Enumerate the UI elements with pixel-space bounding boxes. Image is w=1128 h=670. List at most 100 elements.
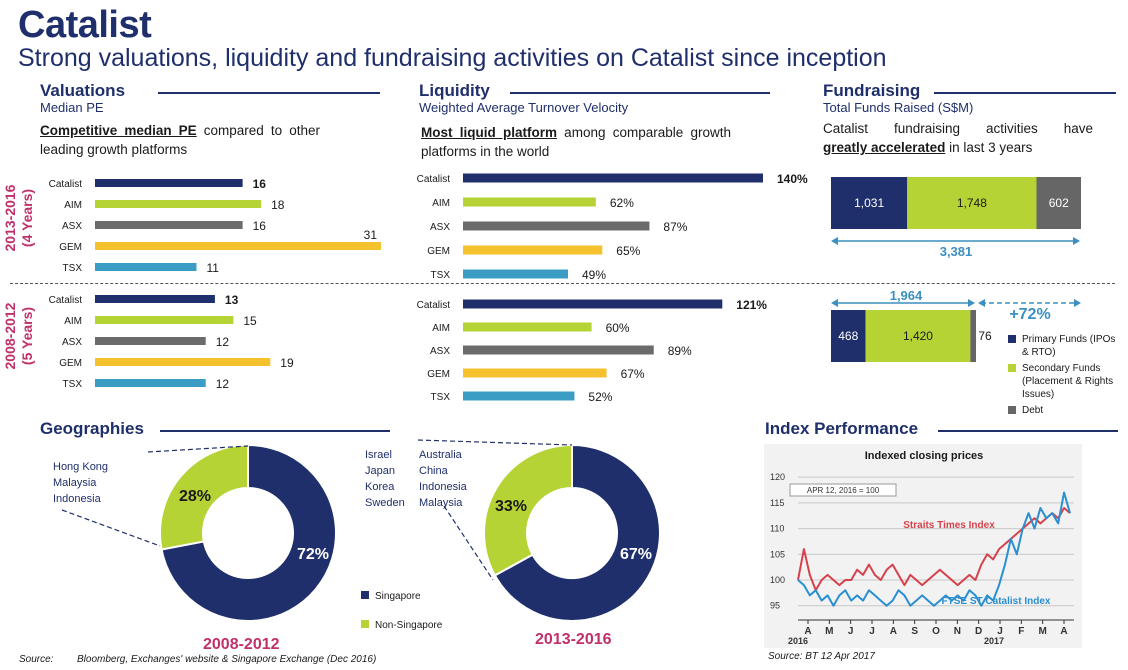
tv-2013-2016-chart: Catalist 140% AIM 62% ASX 87% GEM 65% TSX 49% (417, 172, 808, 282)
y-tick-label: 95 (770, 601, 780, 611)
category-label: ASX (62, 337, 82, 348)
geo-legend-singapore-label: Singapore (375, 591, 421, 602)
value-label: 11 (206, 261, 219, 275)
geo-2016a-item: Sweden (365, 497, 405, 509)
y-tick-label: 100 (770, 575, 785, 585)
segment-label: 1,748 (957, 196, 987, 210)
segment-label: 76 (978, 329, 992, 343)
chart-background (764, 444, 1082, 648)
geo-2016a-item: Israel (365, 449, 392, 461)
geo-2016b-item: Indonesia (419, 481, 467, 493)
stack-segment (1036, 177, 1081, 229)
index-performance-chart: Indexed closing prices 95 100 105 110 115 120 A… (764, 444, 1082, 648)
pe-2008-2012-chart: Catalist 13 AIM 15 ASX 12 GEM 19 TSX 12 (49, 293, 294, 391)
period-past-years: (5 Years) (19, 306, 35, 366)
category-label: GEM (427, 369, 450, 380)
liquidity-sub: Weighted Average Turnover Velocity (419, 100, 629, 115)
bar (95, 379, 206, 387)
y-tick-label: 105 (770, 549, 785, 559)
legend-swatch-secondary (1008, 364, 1016, 372)
segment-label: 602 (1049, 196, 1069, 210)
donut-value-singapore: 67% (620, 546, 652, 563)
y-tick-label: 110 (770, 524, 784, 534)
segment-label: 1,031 (854, 196, 884, 210)
geo-title-2008-2012: 2008-2012 (203, 636, 280, 653)
stack-segment (831, 310, 866, 362)
bar (95, 179, 243, 187)
geo-leader-line (417, 439, 573, 446)
liquidity-desc: Most liquid platform among comparable gr… (421, 123, 731, 161)
period-past-range: 2008-2012 (2, 302, 18, 370)
geographies-rule (160, 430, 390, 432)
y-tick-label: 120 (770, 472, 785, 482)
valuations-desc-rest: compared to other leading growth platfor… (40, 123, 320, 157)
stack-segment (907, 177, 1037, 229)
bar (463, 299, 723, 309)
value-label: 31 (364, 228, 378, 242)
geo-2016b-item: Australia (419, 449, 462, 461)
category-label: TSX (63, 379, 83, 390)
category-label: Catalist (49, 179, 83, 190)
geo-title-2013-2016: 2013-2016 (535, 631, 612, 648)
bar (95, 221, 243, 229)
valuations-sub: Median PE (40, 100, 104, 115)
period-recent-range: 2013-2016 (2, 184, 18, 252)
valuations-desc-bold: Competitive median PE (40, 123, 197, 138)
x-tick-label: A (1060, 626, 1067, 637)
value-label: 18 (271, 198, 285, 212)
geo-leader-line (443, 505, 494, 581)
segment-label: 1,420 (903, 329, 933, 343)
legend-primary: Primary Funds (IPOs & RTO) (1008, 333, 1123, 359)
x-tick-label: M (825, 626, 833, 637)
geo-2016a-item: Japan (365, 465, 395, 477)
value-label: 16 (253, 219, 267, 233)
geo-leader-line (61, 509, 161, 547)
liquidity-rule (510, 92, 770, 94)
x-tick-label: N (954, 626, 961, 637)
geo-list-2016-b: Australia China Indonesia Malaysia (419, 447, 467, 511)
donut-slice (160, 443, 337, 622)
category-label: ASX (430, 346, 450, 357)
value-label: 121% (736, 298, 767, 312)
value-label: 12 (216, 377, 230, 391)
category-label: TSX (63, 263, 83, 274)
geo-2016b-item: Malaysia (419, 497, 463, 509)
stack-segment (970, 310, 976, 362)
legend-swatch-primary (1008, 335, 1016, 343)
chart-title: Indexed closing prices (865, 450, 984, 462)
index-source: Source: BT 12 Apr 2017 (768, 651, 875, 662)
x-tick-label: J (869, 626, 875, 637)
fundraising-heading: Fundraising (823, 81, 921, 100)
funds-2013-2016-chart: 1,031 1,748 602 3,381 (831, 177, 1081, 259)
index-rule (938, 430, 1118, 432)
donut-slice (483, 443, 573, 577)
liquidity-desc-rest: among comparable growth platforms in the… (421, 125, 731, 159)
value-label: 65% (616, 244, 640, 258)
bar (95, 295, 215, 303)
category-label: TSX (431, 270, 451, 281)
donut-value-non-singapore: 28% (179, 488, 211, 505)
annotation-box (789, 483, 897, 497)
series-label-catalist: FTSE ST Catalist Index (942, 596, 1051, 607)
category-label: ASX (62, 221, 82, 232)
value-label: 13 (225, 293, 239, 307)
x-tick-label: F (1018, 626, 1024, 637)
source-label: Source: (19, 654, 54, 665)
valuations-heading: Valuations (40, 81, 126, 100)
geo-legend-singapore: Singapore (361, 590, 442, 603)
bar (463, 197, 596, 207)
category-label: TSX (431, 392, 451, 403)
x-tick-label: A (890, 626, 897, 637)
page-title: Catalist (18, 4, 152, 46)
bar (463, 269, 568, 279)
legend-debt-label: Debt (1022, 405, 1044, 416)
bar (463, 173, 763, 183)
donut-value-singapore: 72% (297, 546, 329, 563)
x-tick-label: J (997, 626, 1003, 637)
value-label: 19 (280, 356, 294, 370)
value-label: 140% (777, 172, 808, 186)
geo-2016a-item: Korea (365, 481, 395, 493)
category-label: AIM (432, 323, 450, 334)
period-divider (10, 283, 1115, 284)
bar (463, 322, 592, 332)
